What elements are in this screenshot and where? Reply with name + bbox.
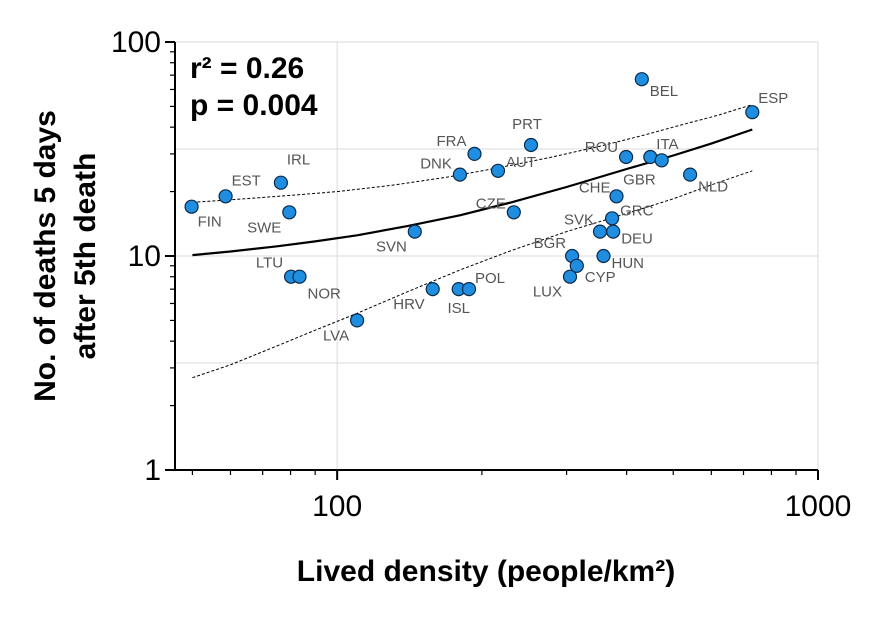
point-label-hun: HUN — [612, 255, 645, 272]
p-value-annotation: p = 0.004 — [190, 89, 318, 122]
axes: 1 10 100 100 1000 — [111, 26, 851, 523]
point-label-rou: ROU — [585, 139, 618, 156]
data-point-cyp — [569, 258, 584, 273]
data-point-svk — [592, 224, 608, 239]
point-label-prt: PRT — [512, 116, 542, 133]
point-label-gbr: GBR — [623, 171, 656, 188]
point-label-dnk: DNK — [420, 156, 452, 173]
data-point-deu — [606, 224, 621, 239]
point-labels: FIN EST IRL SWE LTU NOR LVA SVN HRV ISL POL DNK FRA A… — [198, 83, 789, 344]
point-label-nor: NOR — [308, 286, 342, 303]
data-point-irl — [273, 175, 288, 190]
regression-line-group — [192, 128, 753, 257]
data-point-lux — [562, 269, 578, 284]
point-label-svk: SVK — [564, 212, 594, 229]
data-point-esp — [745, 105, 760, 120]
data-point-rou — [618, 149, 634, 165]
data-point-hun — [596, 248, 611, 264]
point-label-nld: NLD — [698, 179, 728, 196]
data-point-prt — [523, 137, 539, 153]
point-label-svn: SVN — [376, 239, 407, 256]
data-point-aut — [490, 163, 506, 178]
data-point-grc — [604, 211, 620, 226]
data-point-fin — [184, 199, 199, 214]
data-point-cze — [506, 205, 521, 220]
point-label-irl: IRL — [287, 152, 310, 169]
data-point-dnk — [452, 167, 467, 182]
point-label-ita: ITA — [656, 136, 678, 153]
point-label-est: EST — [232, 172, 261, 189]
point-label-fra: FRA — [437, 133, 467, 150]
point-label-grc: GRC — [620, 202, 654, 219]
data-point-bel — [634, 72, 649, 87]
y-axis-title: No. of deaths 5 days after 5th death — [29, 110, 102, 402]
x-tick-label-1000: 1000 — [785, 490, 852, 523]
y-axis-title-line-2: after 5th death — [69, 153, 102, 360]
point-label-che: CHE — [579, 179, 611, 196]
data-point-fra — [467, 146, 482, 161]
data-point-nld — [682, 167, 698, 182]
data-point-che — [609, 189, 624, 204]
point-label-ltu: LTU — [256, 255, 283, 272]
data-point-lva — [350, 313, 365, 328]
y-axis-title-line-1: No. of deaths 5 days — [29, 110, 62, 402]
data-point-svn — [407, 224, 422, 239]
point-label-bel: BEL — [650, 83, 678, 100]
point-label-fin: FIN — [198, 214, 222, 231]
point-label-swe: SWE — [247, 219, 281, 236]
data-point-swe — [282, 205, 297, 220]
r-squared-annotation: r² = 0.26 — [190, 52, 304, 85]
y-tick-label-1: 1 — [144, 454, 161, 487]
point-label-lux: LUX — [533, 284, 562, 301]
data-point-pol — [461, 282, 477, 297]
point-label-lva: LVA — [323, 327, 349, 344]
point-label-cze: CZE — [476, 195, 506, 212]
data-point-nor — [292, 269, 307, 284]
point-label-hrv: HRV — [393, 296, 424, 313]
y-tick-label-10: 10 — [128, 240, 161, 273]
point-label-isl: ISL — [447, 300, 470, 317]
point-label-aut: AUT — [506, 154, 536, 171]
point-label-pol: POL — [475, 270, 505, 287]
point-label-bgr: BGR — [534, 235, 567, 252]
point-label-esp: ESP — [758, 90, 788, 107]
regression-line — [192, 128, 753, 257]
data-point-hrv — [425, 282, 440, 297]
data-points — [184, 72, 760, 328]
data-point-gbr — [654, 153, 669, 168]
point-label-deu: DEU — [621, 231, 653, 248]
x-axis-title: Lived density (people/km²) — [297, 555, 675, 588]
point-label-cyp: CYP — [585, 269, 616, 286]
x-tick-label-100: 100 — [312, 490, 362, 523]
grid — [175, 41, 819, 470]
ci-lower-line — [192, 170, 753, 379]
data-point-est — [218, 189, 233, 204]
y-tick-label-100: 100 — [111, 26, 161, 59]
